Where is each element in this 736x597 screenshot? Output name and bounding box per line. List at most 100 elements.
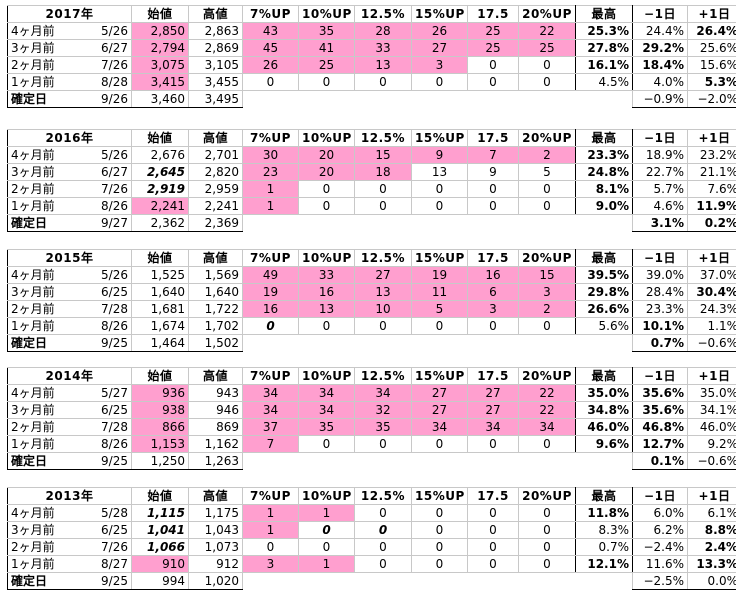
- level-15up-cell[interactable]: 0: [411, 555, 468, 573]
- minus1-day-cell[interactable]: 10.1%: [632, 317, 688, 335]
- open-price-cell[interactable]: 1,066: [131, 538, 189, 556]
- level-20up-cell[interactable]: 25: [518, 39, 576, 57]
- max-rate-cell[interactable]: 9.0%: [575, 197, 633, 215]
- level-17-5-cell[interactable]: 3: [467, 300, 519, 318]
- level-15up-cell[interactable]: 13: [411, 163, 468, 181]
- level-10up-cell[interactable]: 25: [298, 56, 355, 74]
- high-price-cell[interactable]: 2,959: [188, 180, 243, 198]
- level-17-5-cell[interactable]: 16: [467, 266, 519, 284]
- level-17-5-cell[interactable]: 0: [467, 555, 519, 573]
- level-17-5-cell[interactable]: 34: [467, 418, 519, 436]
- level-12-5-cell[interactable]: 32: [354, 401, 412, 419]
- col-header-17-5[interactable]: 17.5: [467, 249, 519, 267]
- high-price-cell[interactable]: 1,043: [188, 521, 243, 539]
- level-20up-cell[interactable]: 2: [518, 300, 576, 318]
- col-header-minus1[interactable]: −1日: [632, 249, 688, 267]
- level-15up-cell[interactable]: [412, 335, 468, 352]
- level-20up-cell[interactable]: 22: [518, 401, 576, 419]
- row-label-cell[interactable]: 2ヶ月前 7/26: [7, 56, 132, 74]
- plus1-day-cell[interactable]: 11.9%: [687, 197, 736, 215]
- minus1-day-cell[interactable]: 5.7%: [632, 180, 688, 198]
- level-7up-cell[interactable]: [243, 215, 299, 232]
- open-price-cell[interactable]: 1,640: [131, 283, 189, 301]
- high-price-cell[interactable]: 2,820: [188, 163, 243, 181]
- open-price-cell[interactable]: 938: [131, 401, 189, 419]
- max-rate-cell[interactable]: 25.3%: [575, 22, 633, 40]
- col-header-high[interactable]: 高値: [188, 367, 243, 385]
- level-15up-cell[interactable]: [412, 215, 468, 232]
- col-header-high[interactable]: 高値: [188, 249, 243, 267]
- level-10up-cell[interactable]: 0: [298, 73, 355, 91]
- level-7up-cell[interactable]: 23: [242, 163, 299, 181]
- col-header-15up[interactable]: 15%UP: [411, 249, 468, 267]
- level-10up-cell[interactable]: [299, 91, 355, 108]
- plus1-day-cell[interactable]: 24.3%: [687, 300, 736, 318]
- max-rate-cell[interactable]: 0.7%: [575, 538, 633, 556]
- level-7up-cell[interactable]: 1: [242, 521, 299, 539]
- level-15up-cell[interactable]: 0: [411, 180, 468, 198]
- high-price-cell[interactable]: 2,863: [188, 22, 243, 40]
- col-header-open[interactable]: 始値: [131, 367, 189, 385]
- level-17-5-cell[interactable]: 0: [467, 538, 519, 556]
- plus1-day-cell[interactable]: 2.4%: [687, 538, 736, 556]
- col-header-plus1[interactable]: +1日: [687, 5, 736, 23]
- max-rate-cell[interactable]: 34.8%: [575, 401, 633, 419]
- row-label-cell[interactable]: 4ヶ月前 5/26: [7, 22, 132, 40]
- row-label-cell[interactable]: 3ヶ月前 6/27: [7, 39, 132, 57]
- col-header-minus1[interactable]: −1日: [632, 5, 688, 23]
- col-header-15up[interactable]: 15%UP: [411, 487, 468, 505]
- col-header-7up[interactable]: 7%UP: [242, 249, 299, 267]
- max-rate-cell[interactable]: 4.5%: [575, 73, 633, 91]
- level-15up-cell[interactable]: [412, 91, 468, 108]
- col-header-open[interactable]: 始値: [131, 129, 189, 147]
- level-20up-cell[interactable]: 3: [518, 283, 576, 301]
- level-15up-cell[interactable]: 0: [411, 504, 468, 522]
- level-20up-cell[interactable]: 22: [518, 22, 576, 40]
- col-header-max[interactable]: 最高: [575, 129, 633, 147]
- level-15up-cell[interactable]: 34: [411, 418, 468, 436]
- col-header-10up[interactable]: 10%UP: [298, 129, 355, 147]
- level-7up-cell[interactable]: [243, 335, 299, 352]
- plus1-day-cell[interactable]: 25.6%: [687, 39, 736, 57]
- plus1-day-cell[interactable]: 34.1%: [687, 401, 736, 419]
- col-header-12-5[interactable]: 12.5%: [354, 129, 412, 147]
- col-header-17-5[interactable]: 17.5: [467, 129, 519, 147]
- level-10up-cell[interactable]: 0: [298, 538, 355, 556]
- plus1-day-cell[interactable]: 37.0%: [687, 266, 736, 284]
- level-15up-cell[interactable]: 0: [411, 538, 468, 556]
- plus1-day-cell[interactable]: 8.8%: [687, 521, 736, 539]
- level-17-5-cell[interactable]: [468, 91, 519, 108]
- high-price-cell[interactable]: 1,702: [188, 317, 243, 335]
- high-price-cell[interactable]: 1,162: [188, 435, 243, 453]
- high-price-cell[interactable]: 1,175: [188, 504, 243, 522]
- row-label-cell[interactable]: 確定日 9/25: [7, 452, 132, 470]
- level-7up-cell[interactable]: 1: [242, 504, 299, 522]
- level-15up-cell[interactable]: 27: [411, 401, 468, 419]
- col-header-10up[interactable]: 10%UP: [298, 487, 355, 505]
- level-17-5-cell[interactable]: [468, 573, 519, 590]
- level-20up-cell[interactable]: [519, 453, 576, 470]
- level-20up-cell[interactable]: 0: [518, 555, 576, 573]
- col-header-20up[interactable]: 20%UP: [518, 5, 576, 23]
- level-17-5-cell[interactable]: 9: [467, 163, 519, 181]
- plus1-day-cell[interactable]: 7.6%: [687, 180, 736, 198]
- level-20up-cell[interactable]: [519, 215, 576, 232]
- level-20up-cell[interactable]: [519, 91, 576, 108]
- max-rate-cell[interactable]: 35.0%: [575, 384, 633, 402]
- level-7up-cell[interactable]: 1: [242, 180, 299, 198]
- level-20up-cell[interactable]: 0: [518, 317, 576, 335]
- row-label-cell[interactable]: 1ヶ月前 8/26: [7, 435, 132, 453]
- row-label-cell[interactable]: 確定日 9/25: [7, 334, 132, 352]
- level-17-5-cell[interactable]: 0: [467, 521, 519, 539]
- row-label-cell[interactable]: 2ヶ月前 7/28: [7, 418, 132, 436]
- year-header-cell[interactable]: 2013年: [7, 487, 132, 505]
- level-15up-cell[interactable]: 0: [411, 73, 468, 91]
- max-rate-cell[interactable]: 29.8%: [575, 283, 633, 301]
- level-7up-cell[interactable]: 3: [242, 555, 299, 573]
- max-rate-cell[interactable]: 27.8%: [575, 39, 633, 57]
- level-17-5-cell[interactable]: 0: [467, 504, 519, 522]
- row-label-cell[interactable]: 2ヶ月前 7/26: [7, 180, 132, 198]
- row-label-cell[interactable]: 4ヶ月前 5/27: [7, 384, 132, 402]
- level-12-5-cell[interactable]: [355, 215, 412, 232]
- high-price-cell[interactable]: 2,869: [188, 39, 243, 57]
